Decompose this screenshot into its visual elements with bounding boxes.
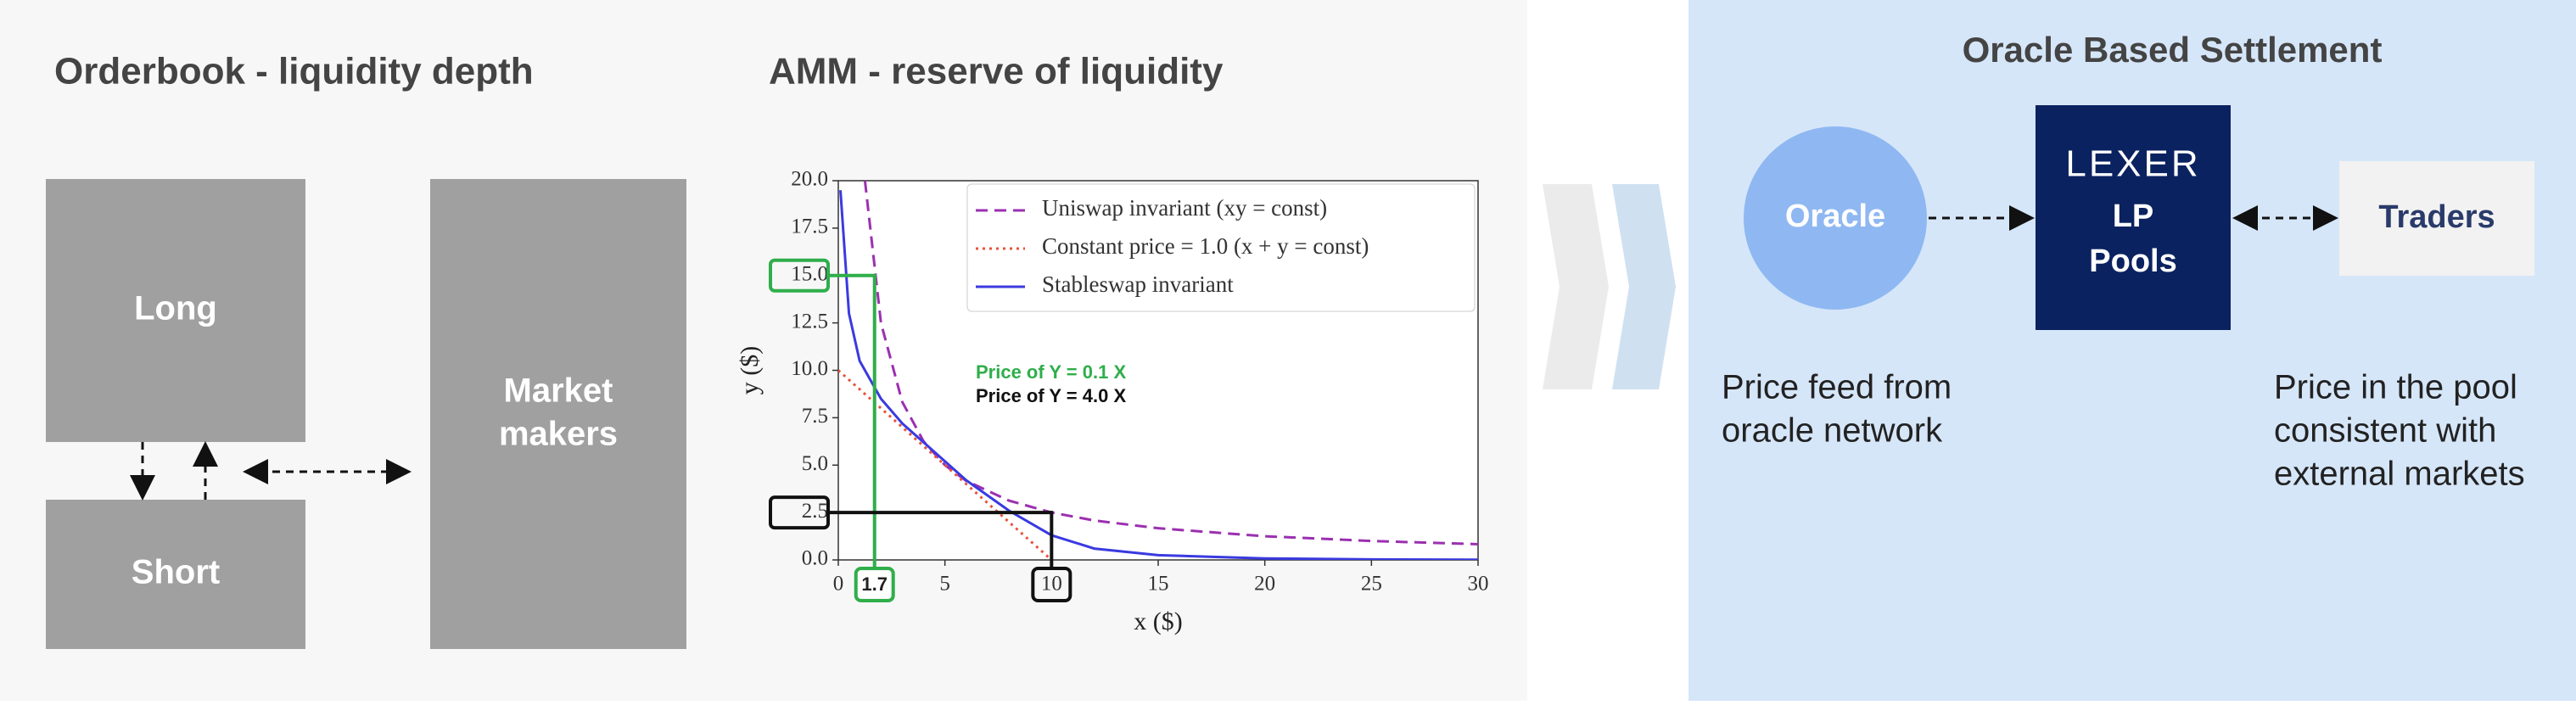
traders-node <box>2339 161 2534 276</box>
right-panel <box>1688 0 2576 701</box>
section-title: AMM - reserve of liquidity <box>769 51 1224 92</box>
y-tick-label: 17.5 <box>791 215 828 238</box>
box-label: Market <box>504 372 613 410</box>
node-label: Traders <box>2378 199 2495 235</box>
y-tick-label: 2.5 <box>802 500 828 523</box>
y-tick-label: 0.0 <box>802 547 828 570</box>
caption: Price in the pool <box>2274 369 2517 406</box>
annotation-guide <box>828 273 876 567</box>
annotation: Price of Y = 0.1 X <box>976 361 1126 383</box>
annotation-x-label: 1.7 <box>861 574 888 595</box>
chart: 0 5 10 15 20 25 30 0.0 2.5 5.0 7.5 10.0 12.5 15.0 17.5… <box>736 168 1489 635</box>
y-tick-label: 10.0 <box>791 357 828 380</box>
y-tick-label: 12.5 <box>791 310 828 333</box>
x-axis-label: x ($) <box>1134 607 1182 635</box>
x-tick-label: 15 <box>1148 573 1169 596</box>
chevron <box>1612 184 1676 389</box>
pool-node <box>2036 105 2231 330</box>
box-label: Long <box>134 290 217 327</box>
legend-box <box>966 183 1476 312</box>
caption: Price feed from <box>1722 369 1952 406</box>
caption: external markets <box>2274 456 2525 493</box>
x-tick-label: 10 <box>1041 573 1062 596</box>
long-box <box>46 179 305 442</box>
series-line <box>839 190 1478 560</box>
x-tick-label: 30 <box>1468 573 1489 596</box>
y-tick-label: 5.0 <box>802 452 828 475</box>
annotation-bg <box>859 571 890 598</box>
box-label: Short <box>132 554 220 591</box>
x-tick-label: 20 <box>1254 573 1275 596</box>
logo: LEXER <box>2065 143 2200 185</box>
annotation-box <box>854 567 895 602</box>
legend-label: Uniswap invariant (xy = const) <box>1042 195 1327 221</box>
series-line <box>863 181 1478 546</box>
node-label: LP <box>2113 199 2154 234</box>
annotation: Price of Y = 4.0 X <box>976 385 1126 406</box>
x-tick-label: 25 <box>1361 573 1382 596</box>
section-title: Orderbook - liquidity depth <box>54 51 534 92</box>
section-title: Oracle Based Settlement <box>1963 30 2383 70</box>
legend-label: Constant price = 1.0 (x + y = const) <box>1042 233 1369 259</box>
caption: oracle network <box>1722 412 1943 450</box>
caption: consistent with <box>2274 412 2496 450</box>
legend-label: Stableswap invariant <box>1042 271 1234 297</box>
y-tick-label: 15.0 <box>791 262 828 285</box>
box-label: makers <box>499 416 618 453</box>
node-label: Oracle <box>1785 199 1885 234</box>
y-tick-label: 7.5 <box>802 405 828 428</box>
x-tick-label: 5 <box>939 573 950 596</box>
y-tick-label: 20.0 <box>791 168 828 191</box>
market-makers-box <box>430 179 686 649</box>
annotation-box <box>1031 567 1072 602</box>
x-tick-label: 0 <box>833 573 844 596</box>
chevron <box>1543 184 1609 389</box>
annotation-guide <box>828 511 1054 567</box>
oracle-node <box>1744 126 1927 310</box>
node-label: Pools <box>2089 243 2176 279</box>
y-axis-label: y ($) <box>736 346 764 394</box>
short-box <box>46 500 305 649</box>
